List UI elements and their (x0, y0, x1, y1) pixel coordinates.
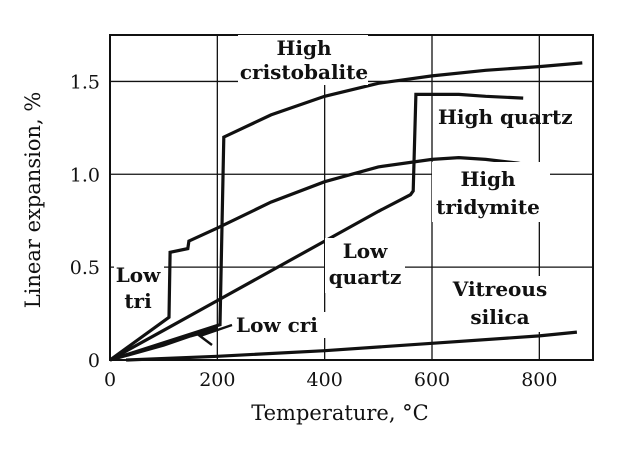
curves-layer (109, 61, 583, 362)
low-cri-pointer (199, 323, 233, 338)
y-tick-label: 0 (88, 350, 100, 372)
series-vitreous-silica (126, 330, 578, 362)
label-low-tri-2: tri (124, 289, 152, 313)
y-tick-label: 1.0 (70, 164, 100, 186)
y-axis-label: Linear expansion, % (21, 92, 45, 309)
label-low-cri: Low cri (236, 313, 318, 337)
annotation-backdrop (432, 162, 550, 222)
x-tick-label: 800 (521, 369, 557, 391)
x-tick-label: 600 (414, 369, 450, 391)
annotation-backdrop (232, 312, 332, 338)
y-tick-label: 1.5 (70, 71, 100, 93)
annotation-backdrop (238, 35, 368, 85)
label-high-quartz: High quartz (438, 105, 573, 129)
series-cristobalite (109, 61, 583, 362)
annotations: High cristobalite High quartz High tridy… (114, 35, 573, 346)
label-low-quartz-2: quartz (329, 265, 402, 289)
label-high-cristobalite-2: cristobalite (240, 60, 368, 84)
x-tick-labels: 0 200 400 600 800 (104, 369, 558, 391)
x-tick-label: 200 (199, 369, 235, 391)
annotation-backdrop (452, 276, 552, 332)
label-vitreous-2: silica (470, 305, 529, 329)
x-axis-label: Temperature, °C (251, 401, 429, 425)
label-high-tridymite-1: High (460, 167, 515, 191)
annotation-backdrop (325, 238, 405, 293)
label-high-tridymite-2: tridymite (436, 195, 540, 219)
series-low-cri (109, 326, 218, 362)
series-quartz (109, 92, 524, 362)
series-tridymite (109, 155, 537, 362)
annotation-backdrop (114, 262, 164, 318)
low-cri-pointer (195, 332, 213, 346)
y-tick-labels: 0 0.5 1.0 1.5 (70, 71, 100, 372)
x-tick-label: 0 (104, 369, 116, 391)
label-vitreous-1: Vitreous (452, 277, 547, 301)
y-tick-label: 0.5 (70, 257, 100, 279)
label-low-tri-1: Low (116, 263, 161, 287)
label-high-cristobalite-1: High (276, 36, 331, 60)
x-tick-label: 400 (307, 369, 343, 391)
label-low-quartz-1: Low (343, 239, 388, 263)
